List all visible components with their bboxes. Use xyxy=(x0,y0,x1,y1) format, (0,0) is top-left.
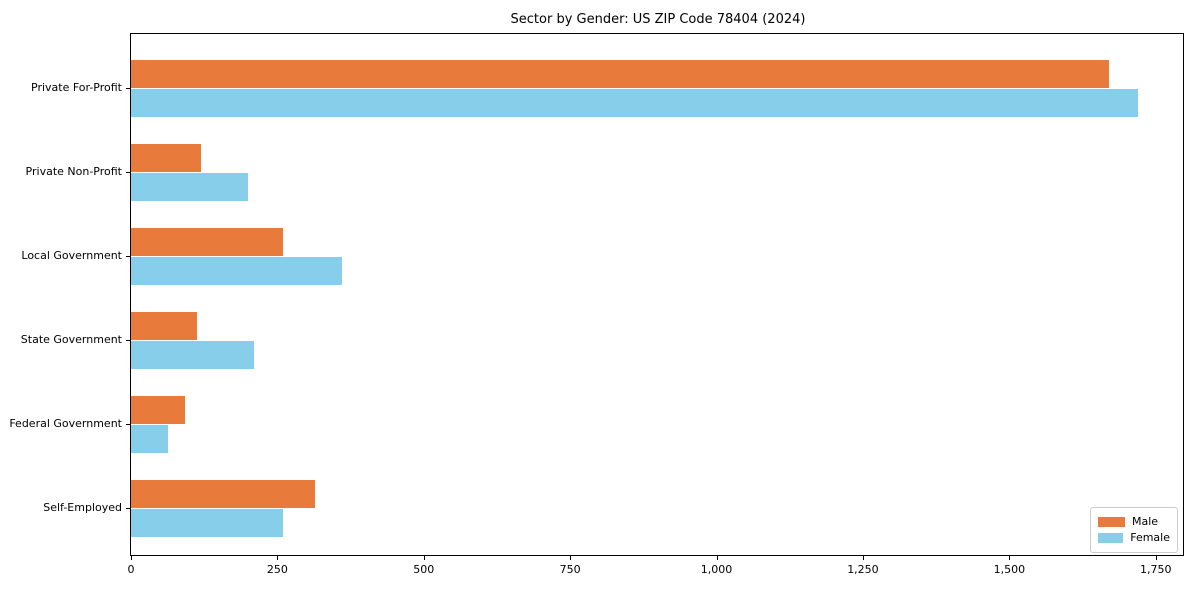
x-tick-mark xyxy=(131,556,132,560)
y-tick-mark xyxy=(126,424,130,425)
legend-item-female: Female xyxy=(1098,532,1170,544)
y-axis-label: Self-Employed xyxy=(43,501,122,514)
x-tick-mark xyxy=(1155,556,1157,560)
y-tick-mark xyxy=(126,508,130,509)
y-tick-mark xyxy=(126,340,130,341)
plot-area xyxy=(130,33,1184,556)
y-tick-mark xyxy=(126,256,130,257)
y-axis-label: Federal Government xyxy=(9,417,122,430)
bar-male xyxy=(131,228,283,256)
legend-swatch-female xyxy=(1098,533,1124,543)
bar-female xyxy=(131,257,342,285)
x-axis-label: 1,000 xyxy=(700,563,733,576)
x-axis-label: 1,500 xyxy=(993,563,1026,576)
x-tick-mark xyxy=(716,556,718,560)
y-axis-label: State Government xyxy=(20,333,122,346)
x-axis-label: 0 xyxy=(127,563,135,576)
bar-female xyxy=(131,425,168,453)
bar-female xyxy=(131,89,1138,117)
bar-female xyxy=(131,173,248,201)
x-axis-label: 500 xyxy=(413,563,435,576)
x-tick-mark xyxy=(423,556,425,560)
y-axis-label: Local Government xyxy=(21,249,122,262)
x-axis-label: 750 xyxy=(559,563,581,576)
x-axis-label: 1,750 xyxy=(1139,563,1172,576)
chart-title: Sector by Gender: US ZIP Code 78404 (202… xyxy=(510,12,806,27)
legend-label-female: Female xyxy=(1130,531,1170,544)
x-tick-mark xyxy=(862,556,864,560)
y-axis-label: Private For-Profit xyxy=(31,81,122,94)
bar-female xyxy=(131,341,254,369)
y-axis-label: Private Non-Profit xyxy=(25,165,122,178)
bar-male xyxy=(131,480,315,508)
legend-label-male: Male xyxy=(1132,515,1159,528)
x-tick-mark xyxy=(570,556,572,560)
bar-female xyxy=(131,509,283,537)
bar-male xyxy=(131,60,1109,88)
y-tick-mark xyxy=(126,172,130,173)
y-tick-mark xyxy=(126,88,130,89)
legend: Male Female xyxy=(1090,507,1178,553)
bar-male xyxy=(131,312,197,340)
legend-swatch-male xyxy=(1098,517,1125,527)
bar-male xyxy=(131,144,201,172)
x-axis-label: 250 xyxy=(266,563,288,576)
bar-male xyxy=(131,396,185,424)
x-axis-label: 1,250 xyxy=(847,563,879,576)
x-tick-mark xyxy=(277,556,279,560)
legend-item-male: Male xyxy=(1098,516,1170,528)
x-tick-mark xyxy=(1009,556,1011,560)
